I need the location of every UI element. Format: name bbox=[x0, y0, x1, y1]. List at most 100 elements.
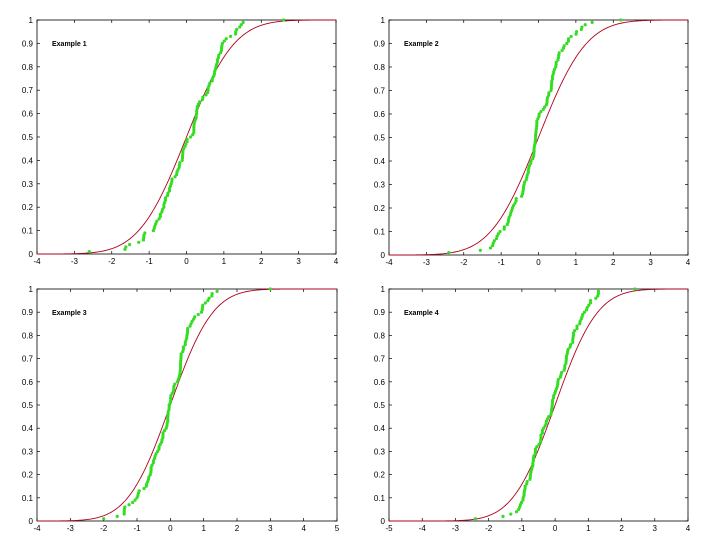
y-tick-label: 0.5 bbox=[374, 401, 386, 410]
y-tick-label: 0.5 bbox=[22, 401, 34, 410]
sample-point bbox=[588, 299, 593, 303]
x-tick-label: 0 bbox=[536, 258, 541, 267]
y-tick-label: 0.1 bbox=[22, 494, 34, 503]
sample-point bbox=[532, 150, 536, 154]
x-tick-label: 1 bbox=[586, 524, 591, 533]
y-tick-label: 0.4 bbox=[374, 157, 386, 166]
y-tick-label: 0.4 bbox=[22, 156, 34, 165]
sample-point bbox=[192, 128, 196, 132]
sample-point bbox=[550, 81, 554, 86]
sample-point bbox=[172, 387, 176, 391]
sample-point bbox=[554, 60, 558, 64]
sample-point bbox=[179, 352, 183, 356]
y-tick-label: 0.3 bbox=[22, 180, 34, 189]
sample-point bbox=[169, 394, 173, 398]
sample-point bbox=[549, 410, 553, 414]
y-tick-label: 0.2 bbox=[22, 203, 34, 212]
x-tick-label: 1 bbox=[574, 258, 579, 267]
sample-point bbox=[566, 39, 571, 43]
x-tick-label: 4 bbox=[334, 257, 339, 266]
sample-point bbox=[539, 110, 543, 114]
y-tick-label: 0 bbox=[381, 517, 386, 526]
sample-point bbox=[194, 116, 198, 120]
sample-point bbox=[204, 93, 208, 97]
y-tick-label: 0.1 bbox=[22, 227, 34, 236]
sample-point bbox=[547, 415, 551, 419]
sample-point bbox=[596, 292, 600, 296]
sample-point bbox=[560, 370, 564, 375]
sample-point bbox=[550, 77, 555, 81]
x-tick-label: 0 bbox=[553, 524, 558, 533]
x-tick-label: -3 bbox=[67, 524, 75, 533]
sample-point bbox=[539, 438, 543, 442]
sample-point bbox=[210, 292, 214, 296]
sample-point bbox=[537, 442, 541, 447]
sample-point bbox=[149, 468, 153, 472]
sample-point bbox=[574, 30, 579, 34]
sample-point bbox=[544, 421, 548, 426]
sample-point bbox=[188, 135, 193, 139]
sample-point bbox=[180, 154, 185, 158]
sample-point bbox=[195, 112, 199, 116]
sample-point bbox=[162, 428, 167, 433]
x-tick-label: -1 bbox=[498, 258, 506, 267]
sample-point bbox=[192, 126, 196, 130]
sample-point bbox=[534, 131, 538, 135]
sample-point bbox=[179, 359, 183, 363]
x-tick-label: -5 bbox=[385, 524, 393, 533]
sample-point bbox=[571, 333, 576, 337]
x-tick-label: -3 bbox=[452, 524, 460, 533]
sample-point bbox=[509, 512, 513, 516]
sample-point bbox=[562, 44, 566, 48]
sample-point bbox=[142, 486, 146, 491]
sample-point bbox=[521, 187, 525, 191]
y-tick-label: 0.1 bbox=[374, 494, 386, 503]
sample-point bbox=[532, 154, 536, 158]
sample-point bbox=[594, 296, 598, 300]
sample-point bbox=[175, 172, 179, 177]
sample-point bbox=[526, 171, 530, 175]
sample-point bbox=[531, 463, 535, 467]
sample-point bbox=[547, 93, 551, 97]
x-tick-label: 5 bbox=[335, 524, 340, 533]
sample-point bbox=[282, 18, 286, 22]
sample-point bbox=[534, 126, 539, 130]
sample-point bbox=[564, 359, 568, 363]
sample-point bbox=[568, 343, 573, 347]
sample-point bbox=[533, 140, 537, 144]
sample-point bbox=[166, 412, 170, 416]
sample-point bbox=[545, 100, 549, 104]
x-tick-label: -1 bbox=[146, 257, 154, 266]
y-tick-label: 0 bbox=[381, 251, 386, 260]
sample-point bbox=[549, 86, 553, 90]
y-tick-label: 1 bbox=[381, 16, 386, 25]
sample-point bbox=[166, 417, 170, 421]
y-tick-label: 0 bbox=[29, 250, 34, 259]
y-tick-label: 0.8 bbox=[374, 331, 386, 340]
y-tick-label: 0.5 bbox=[22, 133, 34, 142]
sample-point bbox=[157, 217, 161, 221]
y-tick-label: 0.8 bbox=[22, 331, 34, 340]
sample-point bbox=[556, 377, 560, 382]
sample-point bbox=[239, 23, 243, 27]
sample-point bbox=[535, 445, 539, 449]
y-tick-label: 0.8 bbox=[22, 63, 34, 72]
x-tick-label: -2 bbox=[460, 258, 468, 267]
x-tick-label: -2 bbox=[100, 524, 108, 533]
example-label: Example 2 bbox=[404, 41, 439, 48]
x-tick-label: 4 bbox=[686, 524, 691, 533]
sample-point bbox=[154, 452, 158, 456]
x-tick-label: -2 bbox=[485, 524, 493, 533]
sample-point bbox=[556, 56, 560, 60]
y-tick-label: 0.3 bbox=[22, 447, 34, 456]
sample-point bbox=[206, 88, 210, 92]
sample-point bbox=[178, 370, 182, 375]
sample-point bbox=[208, 81, 212, 85]
sample-point bbox=[569, 34, 573, 39]
x-tick-label: 4 bbox=[301, 524, 306, 533]
fit-cdf-line bbox=[37, 288, 337, 522]
sample-point bbox=[170, 177, 174, 181]
sample-point bbox=[178, 363, 183, 368]
sample-point bbox=[583, 23, 587, 27]
sample-point bbox=[539, 433, 543, 437]
